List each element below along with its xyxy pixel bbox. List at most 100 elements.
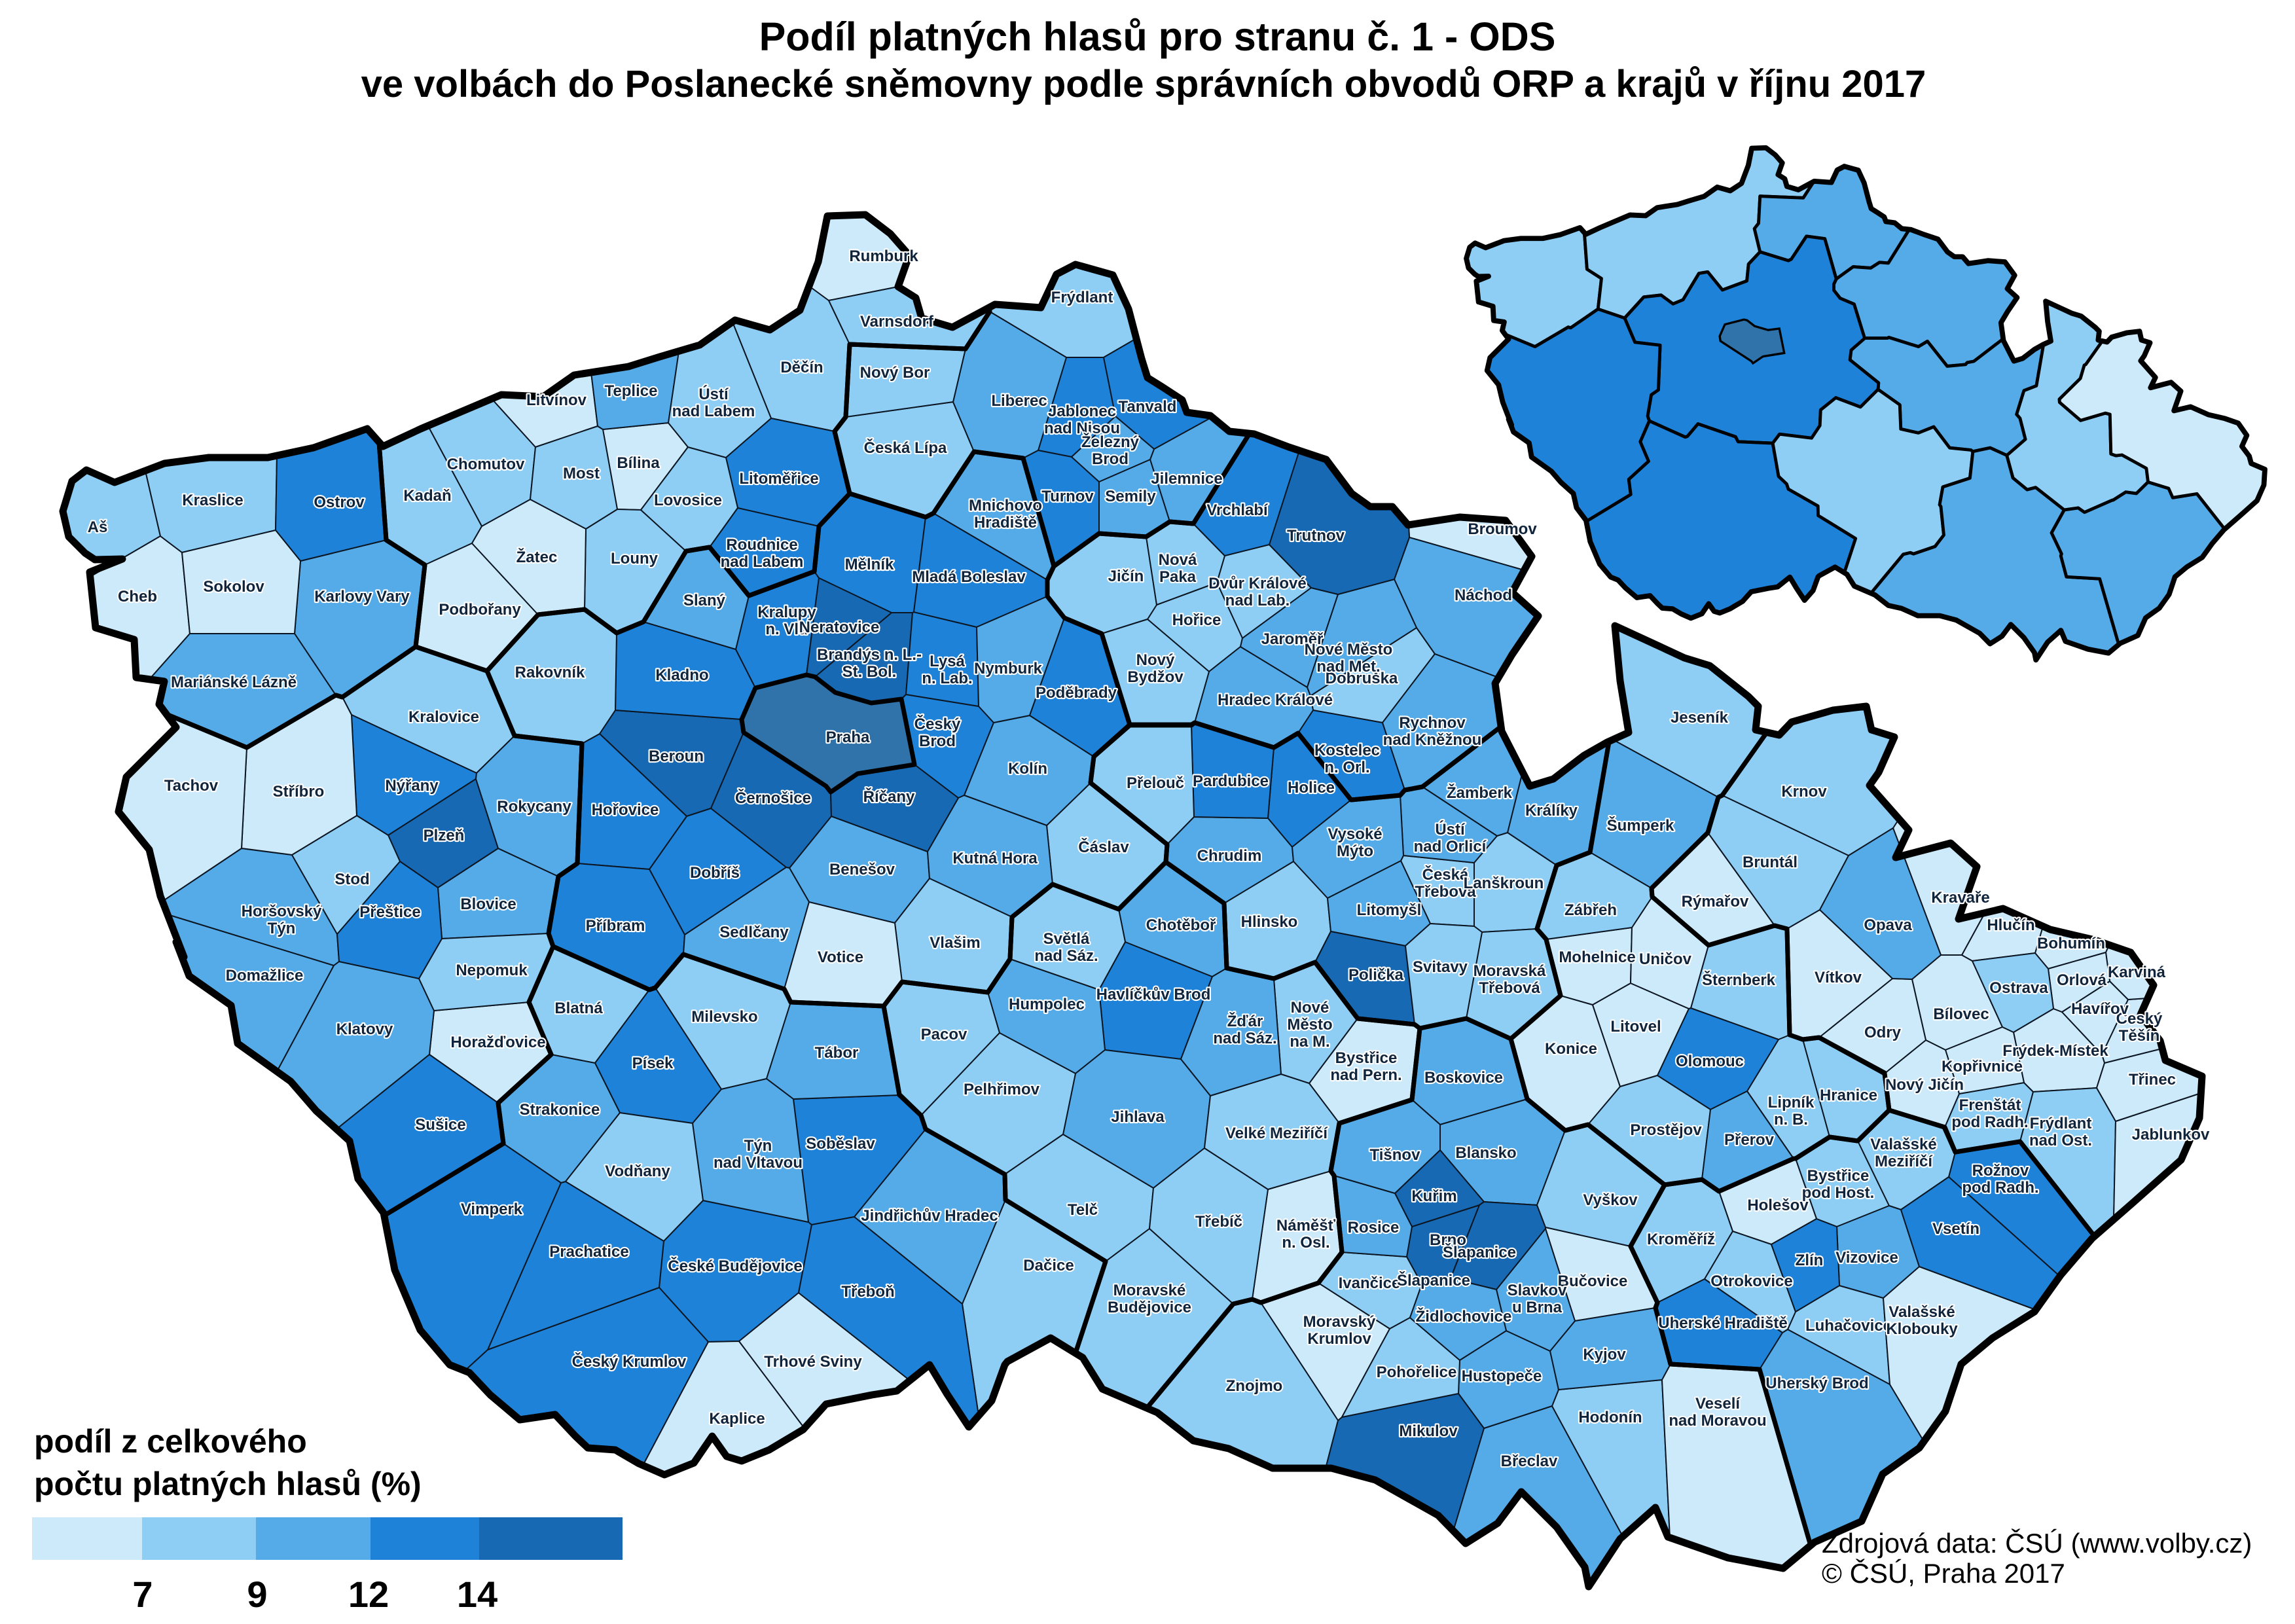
svg-text:Jihlava: Jihlava: [1111, 1108, 1165, 1126]
svg-text:Cheb: Cheb: [118, 588, 157, 605]
svg-text:Kladno: Kladno: [655, 666, 708, 684]
svg-text:Krnov: Krnov: [1781, 783, 1827, 801]
svg-text:Dobříš: Dobříš: [690, 864, 740, 882]
svg-text:Horažďovice: Horažďovice: [450, 1034, 545, 1051]
svg-text:Rýmařov: Rýmařov: [1682, 893, 1749, 911]
svg-text:Břeclav: Břeclav: [1501, 1453, 1558, 1470]
svg-text:Přeštice: Přeštice: [359, 903, 420, 921]
svg-text:Litvínov: Litvínov: [526, 391, 587, 409]
svg-text:Karviná: Karviná: [2108, 964, 2166, 981]
svg-text:ve volbách do Poslanecké sněmo: ve volbách do Poslanecké sněmovny podle …: [361, 63, 1926, 105]
svg-text:Šternberk: Šternberk: [1702, 971, 1776, 989]
svg-text:Hranice: Hranice: [1820, 1087, 1877, 1104]
svg-text:Sedlčany: Sedlčany: [719, 924, 789, 941]
svg-text:Vimperk: Vimperk: [461, 1200, 523, 1218]
svg-text:Prachatice: Prachatice: [549, 1243, 628, 1261]
svg-text:Říčany: Říčany: [863, 787, 915, 806]
svg-text:Praha: Praha: [826, 729, 870, 746]
svg-text:Rokycany: Rokycany: [497, 798, 571, 816]
svg-text:Karlovy Vary: Karlovy Vary: [314, 588, 410, 605]
svg-text:Litoměřice: Litoměřice: [739, 470, 818, 488]
svg-text:Mariánské Lázně: Mariánské Lázně: [171, 674, 297, 691]
svg-text:Beroun: Beroun: [649, 748, 704, 765]
svg-text:9: 9: [247, 1574, 267, 1615]
svg-text:Chotěboř: Chotěboř: [1146, 916, 1216, 934]
svg-text:Boskovice: Boskovice: [1424, 1069, 1503, 1087]
svg-text:Konice: Konice: [1545, 1040, 1597, 1058]
svg-text:Jilemnice: Jilemnice: [1151, 470, 1222, 488]
svg-text:Děčín: Děčín: [780, 359, 823, 376]
svg-text:Svitavy: Svitavy: [1413, 958, 1468, 976]
svg-text:Ostrava: Ostrava: [1989, 979, 2048, 997]
svg-text:podíl z celkového: podíl z celkového: [34, 1423, 307, 1460]
svg-text:Rosice: Rosice: [1348, 1219, 1400, 1236]
svg-text:Kutná Hora: Kutná Hora: [952, 850, 1038, 867]
svg-text:Kuřim: Kuřim: [1411, 1187, 1456, 1205]
svg-text:Lanškroun: Lanškroun: [1464, 875, 1544, 892]
svg-text:Jaroměř: Jaroměř: [1261, 630, 1324, 648]
svg-text:České Budějovice: České Budějovice: [668, 1257, 802, 1275]
svg-text:Hodonín: Hodonín: [1578, 1409, 1642, 1426]
svg-text:Náchod: Náchod: [1455, 586, 1512, 604]
svg-text:Znojmo: Znojmo: [1226, 1377, 1283, 1395]
svg-text:Bučovice: Bučovice: [1558, 1272, 1628, 1290]
svg-text:Žamberk: Žamberk: [1447, 784, 1513, 802]
svg-text:Neratovice: Neratovice: [799, 619, 880, 636]
svg-text:Blatná: Blatná: [554, 1000, 603, 1017]
svg-text:Šumperk: Šumperk: [1607, 816, 1674, 835]
svg-text:Vrchlabí: Vrchlabí: [1206, 501, 1269, 519]
svg-text:Černošice: Černošice: [735, 789, 811, 807]
svg-text:Bruntál: Bruntál: [1743, 854, 1798, 871]
svg-text:Hořice: Hořice: [1172, 611, 1221, 629]
svg-text:Frýdek-Místek: Frýdek-Místek: [2002, 1042, 2108, 1060]
svg-text:Chrudim: Chrudim: [1197, 847, 1262, 865]
svg-text:Hlučín: Hlučín: [1987, 916, 2034, 934]
svg-text:Rakovník: Rakovník: [515, 664, 585, 681]
svg-text:Vítkov: Vítkov: [1815, 969, 1862, 986]
svg-text:Čáslav: Čáslav: [1078, 838, 1129, 856]
svg-text:7: 7: [132, 1574, 153, 1615]
svg-text:Telč: Telč: [1068, 1201, 1098, 1219]
svg-text:Ivančice: Ivančice: [1339, 1274, 1401, 1292]
svg-text:Písek: Písek: [632, 1055, 674, 1072]
svg-text:Varnsdorf: Varnsdorf: [860, 313, 934, 331]
svg-text:Kralovice: Kralovice: [408, 708, 479, 726]
svg-text:Nýřany: Nýřany: [385, 777, 439, 795]
svg-text:Vodňany: Vodňany: [605, 1163, 670, 1180]
svg-text:Tachov: Tachov: [164, 777, 219, 795]
svg-text:Vlašim: Vlašim: [930, 934, 980, 952]
svg-text:Odry: Odry: [1864, 1024, 1902, 1041]
svg-text:Hradec Králové: Hradec Králové: [1218, 691, 1333, 709]
svg-text:Jeseník: Jeseník: [1671, 709, 1729, 727]
svg-text:Polička: Polička: [1348, 966, 1404, 984]
svg-text:Nový Bor: Nový Bor: [860, 364, 930, 382]
svg-text:Hořovice: Hořovice: [592, 801, 659, 819]
svg-text:Klatovy: Klatovy: [336, 1020, 393, 1038]
svg-text:Frýdlant: Frýdlant: [1051, 289, 1113, 306]
svg-text:Plzeň: Plzeň: [424, 827, 465, 844]
svg-text:Mikulov: Mikulov: [1399, 1422, 1458, 1440]
svg-text:Trhové Sviny: Trhové Sviny: [764, 1353, 862, 1371]
svg-text:Liberec: Liberec: [991, 392, 1047, 410]
svg-text:Havířov: Havířov: [2071, 1000, 2129, 1018]
svg-text:Zdrojová data: ČSÚ (www.volby.: Zdrojová data: ČSÚ (www.volby.cz): [1822, 1528, 2252, 1559]
svg-text:Židlochovice: Židlochovice: [1416, 1307, 1512, 1326]
svg-text:Uherský Brod: Uherský Brod: [1765, 1375, 1868, 1392]
svg-text:Poděbrady: Poděbrady: [1036, 684, 1117, 702]
svg-text:Hlinsko: Hlinsko: [1241, 913, 1298, 931]
